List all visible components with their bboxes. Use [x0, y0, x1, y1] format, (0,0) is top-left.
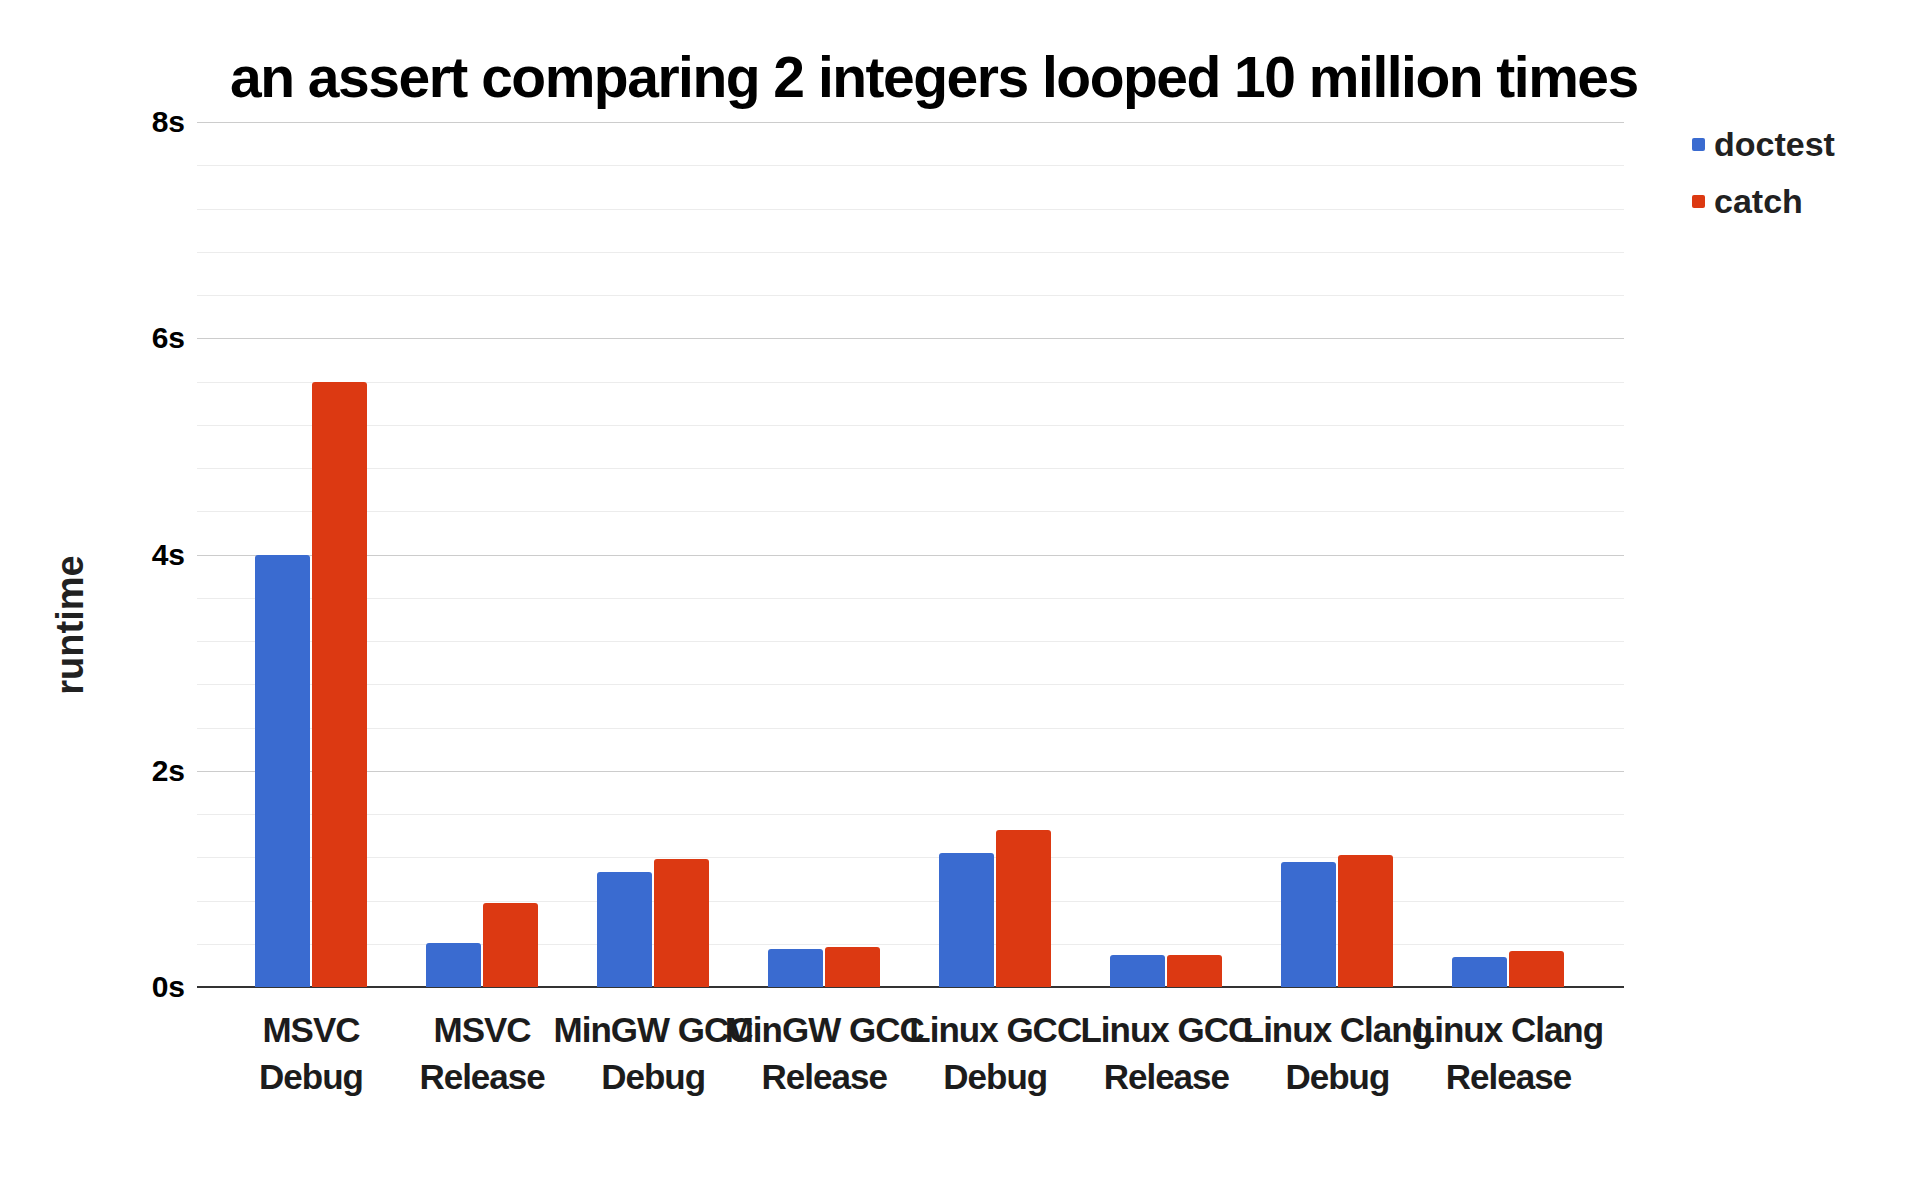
- legend-swatch-catch: [1692, 195, 1705, 208]
- y-axis-tick-label: 2s: [80, 756, 185, 786]
- bar-catch-linux-gcc-release: [1167, 955, 1222, 987]
- bar-group-msvc-release: [397, 122, 568, 987]
- bar-group-msvc-debug: [226, 122, 397, 987]
- bar-catch-linux-clang-debug: [1338, 855, 1393, 987]
- x-axis-label-line1: Linux Clang: [1393, 1006, 1623, 1053]
- bar-group-mingw-gcc-release: [739, 122, 910, 987]
- bar-doctest-linux-clang-debug: [1281, 862, 1336, 987]
- legend-label-catch: catch: [1714, 182, 1803, 221]
- bar-catch-linux-clang-release: [1509, 951, 1564, 987]
- x-axis-label: Linux ClangRelease: [1393, 1006, 1623, 1100]
- bar-doctest-mingw-gcc-debug: [597, 872, 652, 987]
- bar-doctest-msvc-release: [426, 943, 481, 987]
- legend: doctest catch: [1692, 124, 1835, 238]
- bar-doctest-mingw-gcc-release: [768, 949, 823, 987]
- bar-group-linux-clang-debug: [1252, 122, 1423, 987]
- bar-catch-msvc-release: [483, 903, 538, 987]
- y-axis-tick-label: 6s: [80, 323, 185, 353]
- y-axis-tick-label: 0s: [80, 972, 185, 1002]
- bar-doctest-linux-gcc-release: [1110, 955, 1165, 987]
- bar-catch-mingw-gcc-debug: [654, 859, 709, 987]
- bar-group-linux-gcc-debug: [910, 122, 1081, 987]
- bar-doctest-linux-gcc-debug: [939, 853, 994, 987]
- legend-swatch-doctest: [1692, 138, 1705, 151]
- legend-item-catch: catch: [1692, 181, 1835, 221]
- legend-label-doctest: doctest: [1714, 125, 1835, 164]
- bar-catch-linux-gcc-debug: [996, 830, 1051, 987]
- bar-catch-mingw-gcc-release: [825, 947, 880, 987]
- bar-group-mingw-gcc-debug: [568, 122, 739, 987]
- bar-catch-msvc-debug: [312, 382, 367, 988]
- bar-doctest-linux-clang-release: [1452, 957, 1507, 987]
- y-axis-tick-label: 4s: [80, 540, 185, 570]
- legend-item-doctest: doctest: [1692, 124, 1835, 164]
- bar-group-linux-gcc-release: [1081, 122, 1252, 987]
- bar-group-linux-clang-release: [1423, 122, 1594, 987]
- x-axis-label-line2: Release: [1393, 1053, 1623, 1100]
- y-axis-tick-label: 8s: [80, 107, 185, 137]
- chart-container: an assert comparing 2 integers looped 10…: [0, 0, 1920, 1200]
- y-axis-title-text: runtime: [49, 555, 92, 694]
- chart-title: an assert comparing 2 integers looped 10…: [230, 44, 1638, 110]
- plot-area: [197, 122, 1624, 987]
- bar-doctest-msvc-debug: [255, 555, 310, 988]
